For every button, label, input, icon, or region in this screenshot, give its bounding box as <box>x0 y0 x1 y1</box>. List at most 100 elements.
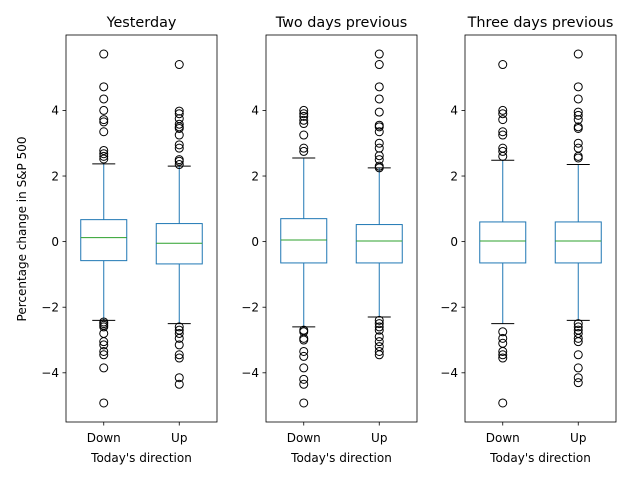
outlier-point <box>174 119 184 129</box>
outlier-point <box>374 138 384 148</box>
outlier-point <box>299 146 309 156</box>
x-tick-label-down: Down <box>486 431 520 445</box>
outlier-point <box>573 49 583 59</box>
outlier-point <box>498 109 508 119</box>
panel-three-days-previous: Three days previous Today's direction Do… <box>440 15 617 465</box>
outlier-point <box>498 350 508 360</box>
outlier-point <box>174 140 184 150</box>
panel-title: Yesterday <box>106 15 177 31</box>
outlier-point <box>573 94 583 104</box>
plot-frame <box>65 34 218 423</box>
outlier-point <box>299 143 309 153</box>
outlier-point <box>99 105 109 115</box>
outlier-point <box>374 350 384 360</box>
y-tick-label: −4 <box>241 366 259 380</box>
outlier-point <box>174 350 184 360</box>
outlier-point <box>99 398 109 408</box>
outlier-point <box>174 60 184 70</box>
outlier-point <box>174 156 184 166</box>
outlier-point <box>374 122 384 132</box>
x-tick-label-down: Down <box>287 431 321 445</box>
outlier-point <box>174 379 184 389</box>
outlier-point <box>573 153 583 163</box>
iqr-box <box>479 221 527 264</box>
outlier-point <box>99 350 109 360</box>
outlier-point <box>299 398 309 408</box>
y-tick-label: 4 <box>450 104 458 118</box>
outlier-point <box>498 130 508 140</box>
outlier-point <box>573 333 583 343</box>
iqr-box <box>80 219 128 262</box>
outlier-point <box>174 109 184 119</box>
outlier-point <box>573 337 583 347</box>
outlier-point <box>498 327 508 337</box>
outlier-point <box>99 149 109 159</box>
outlier-point <box>99 127 109 137</box>
outlier-point <box>99 151 109 161</box>
outlier-point <box>573 350 583 360</box>
y-tick-label: −4 <box>41 366 59 380</box>
outlier-point <box>174 123 184 133</box>
iqr-box <box>280 218 328 264</box>
box-down <box>80 49 128 408</box>
x-tick-label-up: Up <box>570 431 586 445</box>
outlier-point <box>374 82 384 92</box>
outlier-point <box>299 335 309 345</box>
outlier-point <box>374 151 384 161</box>
outlier-point <box>174 373 184 383</box>
outlier-point <box>299 346 309 356</box>
outlier-point <box>573 123 583 133</box>
y-tick-label: −4 <box>440 366 458 380</box>
outlier-point <box>374 332 384 342</box>
outlier-point <box>498 127 508 137</box>
outlier-point <box>573 82 583 92</box>
outlier-point <box>573 138 583 148</box>
x-tick-label-down: Down <box>87 431 121 445</box>
outlier-point <box>99 49 109 59</box>
outlier-point <box>498 346 508 356</box>
outlier-point <box>573 110 583 120</box>
x-tick-label-up: Up <box>371 431 387 445</box>
outlier-point <box>99 322 109 332</box>
outlier-point <box>99 115 109 125</box>
shared-y-axis-label: Percentage change in S&P 500 <box>15 137 29 322</box>
outlier-point <box>374 315 384 325</box>
panel-two-days-previous: Two days previous Today's direction Down… <box>241 15 418 465</box>
outlier-point <box>99 117 109 127</box>
y-tick-label: 4 <box>251 104 259 118</box>
outlier-point <box>99 346 109 356</box>
outlier-point <box>174 340 184 350</box>
outlier-point <box>174 143 184 153</box>
outlier-point <box>99 363 109 373</box>
y-tick-label: 2 <box>450 169 458 183</box>
outlier-point <box>99 82 109 92</box>
outlier-point <box>374 346 384 356</box>
y-tick-label: −2 <box>241 301 259 315</box>
plot-frame <box>464 34 617 423</box>
outlier-point <box>573 322 583 332</box>
outlier-point <box>573 115 583 125</box>
outlier-point <box>374 49 384 59</box>
y-tick-label: 4 <box>51 104 59 118</box>
outlier-point <box>374 337 384 347</box>
box-up <box>554 49 602 388</box>
outlier-point <box>299 351 309 361</box>
box-down <box>280 105 328 408</box>
panel-title: Two days previous <box>275 15 408 31</box>
x-axis-label: Today's direction <box>90 451 192 465</box>
outlier-point <box>174 160 184 170</box>
x-tick-label-up: Up <box>171 431 187 445</box>
outlier-point <box>174 322 184 332</box>
outlier-point <box>498 333 508 343</box>
box-up <box>355 49 403 360</box>
outlier-point <box>498 105 508 115</box>
box-up <box>155 60 203 389</box>
panel-yesterday: Yesterday Today's direction Down Up −4 −… <box>41 15 218 465</box>
outlier-point <box>498 151 508 161</box>
iqr-box <box>355 224 403 264</box>
outlier-point <box>174 328 184 338</box>
outlier-point <box>299 374 309 384</box>
panel-title: Three days previous <box>467 15 614 31</box>
x-axis-label: Today's direction <box>489 451 591 465</box>
outlier-point <box>374 143 384 153</box>
